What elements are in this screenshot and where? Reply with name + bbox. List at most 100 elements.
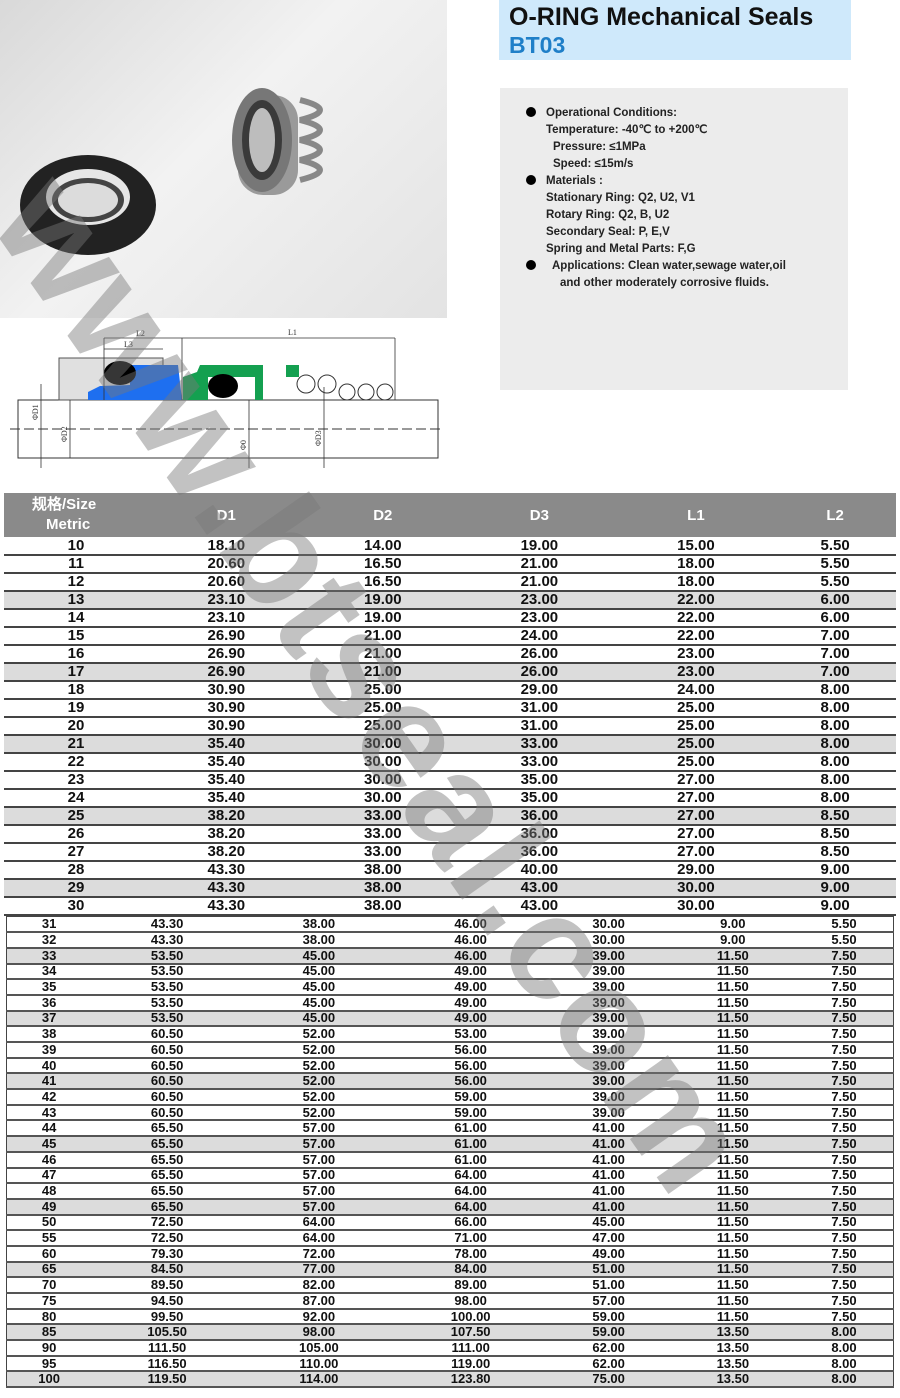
value-cell: 66.00 xyxy=(394,1214,547,1232)
table-row: 10 18.10 14.00 19.00 15.00 5.50 xyxy=(4,537,896,556)
value-cell: 13.50 xyxy=(670,1355,795,1373)
value-cell: 79.30 xyxy=(91,1245,243,1263)
value-cell: 72.00 xyxy=(243,1245,395,1263)
value-cell: 7.50 xyxy=(794,1214,894,1232)
value-cell: 78.00 xyxy=(394,1245,547,1263)
table-row: 40 60.50 52.00 56.00 39.00 11.50 7.50 xyxy=(6,1057,894,1075)
table-row: 33 53.50 45.00 46.00 39.00 11.50 7.50 xyxy=(6,947,894,965)
value-cell: 45.00 xyxy=(243,1010,395,1028)
value-cell: 7.50 xyxy=(794,1042,894,1059)
value-cell: 30.90 xyxy=(148,717,305,736)
value-cell: 52.00 xyxy=(243,1026,395,1043)
size-cell: 45 xyxy=(6,1136,92,1153)
value-cell: 18.00 xyxy=(617,573,775,592)
value-cell: 39.00 xyxy=(546,1089,671,1106)
table-row: 12 20.60 16.50 21.00 18.00 5.50 xyxy=(4,573,896,592)
value-cell: 23.00 xyxy=(617,663,775,682)
value-cell: 65.50 xyxy=(91,1136,243,1153)
table-row: 43 60.50 52.00 59.00 39.00 11.50 7.50 xyxy=(6,1104,894,1122)
value-cell: 11.50 xyxy=(670,1198,795,1216)
value-cell: 7.00 xyxy=(774,663,896,682)
value-cell: 35.00 xyxy=(461,789,618,808)
value-cell: 11.50 xyxy=(670,1073,795,1091)
value-cell: 94.50 xyxy=(91,1293,243,1310)
value-cell: 57.00 xyxy=(243,1151,395,1169)
value-cell: 43.00 xyxy=(461,897,618,916)
value-cell: 33.00 xyxy=(461,735,618,754)
value-cell: 25.00 xyxy=(617,753,775,772)
size-cell: 43 xyxy=(6,1104,92,1122)
size-cell: 22 xyxy=(4,753,148,772)
label-l3: L3 xyxy=(124,340,133,349)
value-cell: 56.00 xyxy=(394,1057,547,1075)
seal-cross-section-diagram: L2 L3 L1 ΦD1 ΦD2 Φ0 ΦD3 xyxy=(0,322,447,482)
value-cell: 11.50 xyxy=(670,963,795,981)
value-cell: 116.50 xyxy=(91,1355,243,1373)
size-cell: 25 xyxy=(4,807,148,826)
value-cell: 35.40 xyxy=(148,771,305,790)
value-cell: 30.00 xyxy=(617,879,775,898)
value-cell: 33.00 xyxy=(304,807,462,826)
page-title: O-RING Mechanical Seals xyxy=(509,3,814,31)
value-cell: 26.00 xyxy=(461,663,618,682)
table-row: 28 43.30 38.00 40.00 29.00 9.00 xyxy=(4,861,896,880)
value-cell: 19.00 xyxy=(304,609,462,628)
value-cell: 45.00 xyxy=(243,979,395,996)
value-cell: 57.00 xyxy=(243,1198,395,1216)
size-cell: 70 xyxy=(6,1277,92,1294)
table-row: 75 94.50 87.00 98.00 57.00 11.50 7.50 xyxy=(6,1293,894,1310)
model-code: BT03 xyxy=(509,32,566,58)
value-cell: 11.50 xyxy=(670,1042,795,1059)
materials-heading: Materials : xyxy=(546,175,603,187)
value-cell: 38.00 xyxy=(304,897,462,916)
value-cell: 51.00 xyxy=(546,1261,671,1279)
value-cell: 11.50 xyxy=(670,1261,795,1279)
table-row: 38 60.50 52.00 53.00 39.00 11.50 7.50 xyxy=(6,1026,894,1043)
rotary-ring xyxy=(88,365,182,400)
table-row: 90 111.50 105.00 111.00 62.00 13.50 8.00 xyxy=(6,1340,894,1357)
value-cell: 77.00 xyxy=(243,1261,395,1279)
table-row: 80 99.50 92.00 100.00 59.00 11.50 7.50 xyxy=(6,1308,894,1326)
value-cell: 7.50 xyxy=(794,1010,894,1028)
value-cell: 52.00 xyxy=(243,1057,395,1075)
value-cell: 53.50 xyxy=(91,979,243,996)
table-row: 47 65.50 57.00 64.00 41.00 11.50 7.50 xyxy=(6,1167,894,1185)
value-cell: 20.60 xyxy=(148,573,305,592)
table-row: 27 38.20 33.00 36.00 27.00 8.50 xyxy=(4,843,896,862)
value-cell: 11.50 xyxy=(670,1104,795,1122)
value-cell: 39.00 xyxy=(546,1104,671,1122)
value-cell: 7.50 xyxy=(794,1230,894,1247)
value-cell: 65.50 xyxy=(91,1183,243,1200)
value-cell: 8.00 xyxy=(774,717,896,736)
bullet-icon xyxy=(526,260,536,270)
value-cell: 61.00 xyxy=(394,1120,547,1138)
table-row: 22 35.40 30.00 33.00 25.00 8.00 xyxy=(4,753,896,772)
specifications-panel: Operational Conditions: Temperature: -40… xyxy=(500,88,848,390)
table-row: 19 30.90 25.00 31.00 25.00 8.00 xyxy=(4,699,896,718)
value-cell: 26.00 xyxy=(461,645,618,664)
table-row: 18 30.90 25.00 29.00 24.00 8.00 xyxy=(4,681,896,700)
value-cell: 38.00 xyxy=(243,932,395,949)
size-cell: 95 xyxy=(6,1355,92,1373)
value-cell: 52.00 xyxy=(243,1104,395,1122)
value-cell: 7.50 xyxy=(794,1293,894,1310)
value-cell: 111.00 xyxy=(394,1340,547,1357)
value-cell: 30.90 xyxy=(148,681,305,700)
table-row: 44 65.50 57.00 61.00 41.00 11.50 7.50 xyxy=(6,1120,894,1138)
value-cell: 7.50 xyxy=(794,1277,894,1294)
value-cell: 38.00 xyxy=(243,916,395,934)
value-cell: 8.50 xyxy=(774,825,896,844)
value-cell: 45.00 xyxy=(243,947,395,965)
value-cell: 56.00 xyxy=(394,1042,547,1059)
value-cell: 110.00 xyxy=(243,1355,395,1373)
value-cell: 8.00 xyxy=(774,735,896,754)
value-cell: 9.00 xyxy=(670,932,795,949)
label-d1: ΦD1 xyxy=(31,404,40,420)
value-cell: 31.00 xyxy=(461,717,618,736)
size-table-part2: 31 43.30 38.00 46.00 30.00 9.00 5.50 32 43.30 38.… xyxy=(6,916,894,1389)
value-cell: 35.40 xyxy=(148,735,305,754)
value-cell: 53.50 xyxy=(91,994,243,1012)
value-cell: 11.50 xyxy=(670,1277,795,1294)
value-cell: 123.80 xyxy=(394,1371,547,1389)
spec-secondary-seal: Secondary Seal: P, E,V xyxy=(546,226,670,238)
